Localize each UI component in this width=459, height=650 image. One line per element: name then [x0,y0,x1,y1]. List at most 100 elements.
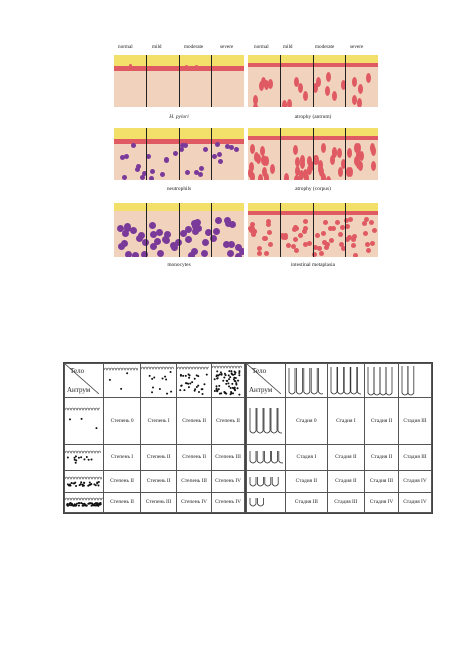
cell-dot [260,145,266,156]
cell-dot [321,172,327,180]
cell-dot [340,245,346,251]
cell-dot [261,76,267,87]
cell-dot [194,170,200,176]
cell-dot [258,80,264,91]
cell-dot [326,175,331,180]
grade-row-header-0 [64,397,104,445]
stage-cell: Стадия II [364,443,400,472]
cell-dot [312,245,318,251]
cell-dot [366,248,372,254]
cell-dot [179,229,187,237]
stage-cell: Стадия IV [398,491,432,514]
cell-dot [319,251,325,257]
cell-dot [120,239,128,247]
cell-dot [350,237,356,243]
grade-cell: Степень II [176,397,213,445]
cell-dot [178,147,184,153]
cell-dot [149,231,157,239]
histology-panel-atr [248,55,378,107]
cell-dot [306,156,312,167]
cell-dot [327,225,333,231]
cell-dot [261,167,267,178]
header-severe-right: severe [350,44,364,50]
caption-monocytes: monocytes [167,262,191,268]
stage-cell: Стадия 0 [285,397,328,445]
severity-divider [146,55,147,107]
cell-dot [293,174,299,180]
header-moderate-right: moderate [315,44,335,50]
cell-dot [329,238,335,244]
cell-dot [180,142,186,148]
cell-dot [235,252,243,257]
cell-dot [250,144,256,155]
cell-dot [116,224,124,232]
cell-dot [253,152,259,163]
cell-dot [346,147,352,158]
cell-dot [306,241,312,247]
cell-dot [158,67,162,71]
cell-dot [338,166,344,177]
severity-divider [179,128,180,180]
stage-row-header-3 [246,491,286,514]
cell-dot [325,85,331,96]
cell-dot [338,231,344,237]
stage-cell: Стадия III [398,443,432,472]
stage-cell: Стадия III [398,397,432,445]
grade-cell: Степень IV [176,491,213,514]
stage-table: Тело Антрум Стадия 0 Стадия I Стадия II … [245,362,433,514]
cell-dot [340,159,346,170]
cell-dot [366,73,372,84]
cell-dot [318,167,324,178]
cell-dot [370,240,376,246]
cell-dot [122,174,127,180]
grade-cell: Степень I [102,443,142,472]
cell-dot [228,220,236,228]
cell-dot [264,172,270,180]
cell-dot [352,95,358,106]
cell-dot [293,144,299,155]
cell-dot [298,82,304,93]
cell-dot [344,237,350,243]
severity-divider [146,203,147,257]
cell-dot [301,228,307,234]
cell-dot [149,242,157,250]
grade-cell: Степень 0 [102,397,142,445]
cell-dot [191,248,199,256]
cell-dot [372,227,378,233]
cell-dot [116,66,120,70]
cell-dot [348,217,353,223]
severity-divider [280,55,281,107]
cell-dot [287,99,293,107]
cell-dot [165,65,169,69]
cell-dot [290,243,296,249]
cell-dot [211,154,217,160]
cell-dot [146,154,152,160]
cell-dot [258,173,264,180]
cell-dot [332,90,338,101]
gland-sketch-icon [367,366,393,395]
cell-dot [334,220,340,225]
cell-dot [174,238,182,246]
grade-table-corner: Тело Антрум [64,363,104,398]
cell-dot [323,245,329,251]
caption-neutrophils: neutrophils [166,186,192,192]
caption-atrophy-antrum: atrophy (antrum) [294,114,332,120]
severity-divider [211,128,212,180]
gland-sketch-icon [249,451,283,464]
stage-cell: Стадия IV [364,491,400,514]
cell-dot [218,158,224,164]
stage-col-header-0 [285,363,328,398]
histology-panel-mono [114,203,244,257]
stage-cell: Стадия I [326,397,366,445]
cell-dot [352,252,358,257]
cell-dot [250,171,256,180]
histology-panel-hp [114,55,244,107]
grade-cell: Степень II [211,397,245,445]
cell-dot [324,242,330,248]
cell-dot [303,241,309,247]
cell-dot [121,66,125,70]
cell-dot [261,235,267,241]
cell-dot [370,161,376,172]
severity-divider [345,55,346,107]
cell-dot [185,235,193,243]
